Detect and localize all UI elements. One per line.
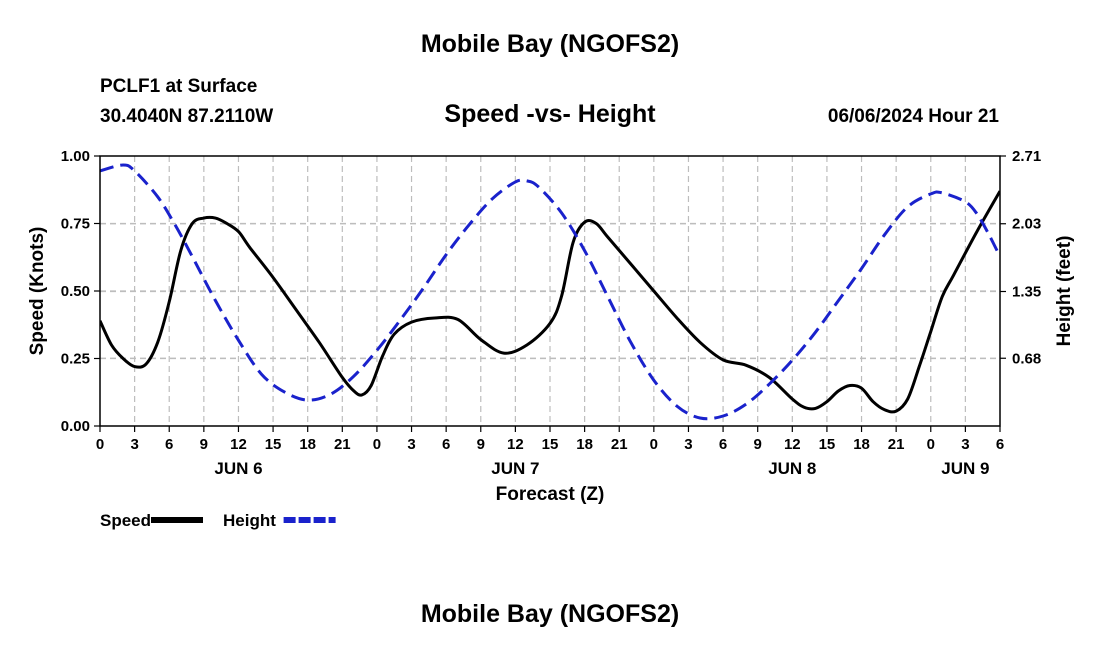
y-axis-title: Speed (Knots)	[27, 227, 48, 356]
day-label: JUN 8	[768, 459, 816, 478]
y-tick-label: 1.00	[61, 148, 90, 165]
x-tick-label: 15	[819, 436, 836, 453]
x-tick-label: 21	[888, 436, 905, 453]
y-tick-label: 0.50	[61, 283, 90, 300]
y-tick-label: 0.75	[61, 216, 90, 233]
y-tick-label: 0.00	[61, 418, 90, 435]
day-label: JUN 7	[491, 459, 539, 478]
y2-tick-label: 0.68	[1012, 350, 1041, 367]
y-tick-label: 0.25	[61, 351, 90, 368]
series-line-height	[100, 163, 1000, 421]
grid	[100, 156, 1000, 426]
x-axis-title: Forecast (Z)	[496, 484, 605, 505]
x-tick-label: 3	[130, 436, 138, 453]
x-tick-label: 6	[165, 436, 173, 453]
x-tick-label: 3	[407, 436, 415, 453]
legend-label-height: Height	[223, 511, 276, 530]
day-label: JUN 9	[941, 459, 989, 478]
forecast-datetime: 06/06/2024 Hour 21	[827, 106, 999, 127]
footer-title: Mobile Bay (NGOFS2)	[420, 600, 680, 628]
series-line-speed	[100, 190, 1000, 414]
x-tick-label: 18	[576, 436, 593, 453]
x-tick-label: 0	[96, 436, 104, 453]
x-tick-label: 0	[927, 436, 935, 453]
location-coordinates: 30.4040N 87.2110W	[100, 106, 274, 127]
x-tick-label: 18	[853, 436, 870, 453]
x-tick-label: 9	[754, 436, 762, 453]
x-tick-label: 9	[477, 436, 485, 453]
x-tick-label: 21	[334, 436, 351, 453]
x-tick-label: 9	[200, 436, 208, 453]
x-tick-label: 18	[299, 436, 316, 453]
x-tick-label: 3	[961, 436, 969, 453]
x-tick-label: 21	[611, 436, 628, 453]
x-tick-label: 12	[230, 436, 247, 453]
x-tick-label: 0	[373, 436, 381, 453]
day-label: JUN 6	[214, 459, 262, 478]
speed-height-chart: 0 3 6 9 12 15 18 21 0 3 6 9 12 15 18 21 0 3 6 9 12 15 18 21 0 3 6 0…	[27, 148, 1075, 530]
x-tick-label: 3	[684, 436, 692, 453]
x-tick-label: 6	[719, 436, 727, 453]
chart-subtitle: Speed -vs- Height	[444, 100, 656, 128]
y2-axis-title: Height (feet)	[1054, 236, 1075, 347]
page-title: Mobile Bay (NGOFS2)	[420, 30, 680, 58]
x-tick-label: 12	[507, 436, 524, 453]
x-tick-label: 12	[784, 436, 801, 453]
legend: Speed Height	[100, 511, 336, 530]
y2-tick-label: 1.35	[1012, 283, 1041, 300]
x-tick-label: 15	[265, 436, 282, 453]
x-tick-label: 15	[542, 436, 559, 453]
station-label: PCLF1 at Surface	[100, 76, 258, 97]
x-tick-label: 0	[650, 436, 658, 453]
axes: 0 3 6 9 12 15 18 21 0 3 6 9 12 15 18 21 0 3 6 9 12 15 18 21 0 3 6 0…	[27, 148, 1075, 505]
y2-tick-label: 2.03	[1012, 216, 1041, 233]
series-layer	[100, 163, 1000, 421]
legend-label-speed: Speed	[100, 511, 151, 530]
y2-tick-label: 2.71	[1012, 148, 1041, 165]
x-tick-label: 6	[996, 436, 1004, 453]
x-tick-label: 6	[442, 436, 450, 453]
